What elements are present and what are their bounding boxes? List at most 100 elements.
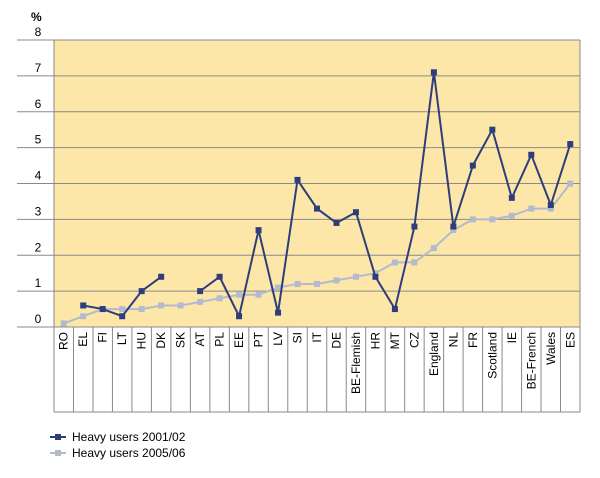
x-tick-label-nl: NL <box>446 332 460 348</box>
series-1-point-at <box>197 298 204 305</box>
x-tick-label-si: SI <box>291 332 305 343</box>
y-tick-label-3: 3 <box>35 204 42 218</box>
x-tick-label-lt: LT <box>115 331 129 345</box>
x-tick-label-scotland: Scotland <box>485 332 499 379</box>
series-0-point-it <box>314 205 320 212</box>
x-tick-label-wales: Wales <box>544 332 558 365</box>
grid-lines <box>17 39 580 328</box>
x-tick-label-mt: MT <box>388 331 402 349</box>
x-tick-label-el: EL <box>76 332 90 347</box>
series-0-point-ee <box>236 313 243 320</box>
x-tick-label-dk: DK <box>154 332 168 349</box>
x-tick-label-fi: FI <box>96 332 110 343</box>
y-tick-label-1: 1 <box>35 276 42 290</box>
series-0-point-pl <box>216 273 223 280</box>
series-1-point-ro <box>60 320 67 327</box>
x-tick-label-sk: SK <box>174 332 188 348</box>
x-tick-label-be-french: BE-French <box>524 332 538 389</box>
series-1-point-hr <box>372 270 379 277</box>
series-0-point-at <box>197 288 204 295</box>
series-1-point-ee <box>236 291 243 298</box>
series-1-point-scotland <box>489 216 496 223</box>
series-0-point-hr <box>372 273 379 280</box>
series-1 <box>60 180 574 327</box>
series-0-point-el <box>80 302 87 309</box>
x-tick-label-ee: EE <box>232 332 246 348</box>
series-0-point-nl <box>450 223 457 230</box>
x-tick-label-be-flemish: BE-Flemish <box>349 332 363 394</box>
series-1-point-dk <box>158 302 165 309</box>
series-0-point-lv <box>275 309 282 316</box>
series-0-point-be-french <box>528 151 535 158</box>
legend-label-0: Heavy users 2001/02 <box>72 430 186 444</box>
series-1-point-hu <box>138 306 145 313</box>
x-tick-label-fr: FR <box>466 332 480 348</box>
y-tick-label-0: 0 <box>35 312 42 326</box>
series-1-point-england <box>430 245 437 252</box>
x-tick-label-it: IT <box>310 331 324 342</box>
series-1-point-wales <box>547 205 554 212</box>
series-0-point-fi <box>99 306 106 313</box>
series-1-point-cz <box>411 259 418 266</box>
x-tick-label-lv: LV <box>271 332 285 346</box>
legend-label-1: Heavy users 2005/06 <box>72 446 186 460</box>
series-1-point-pl <box>216 295 223 302</box>
x-tick-label-de: DE <box>329 332 343 349</box>
series-0-point-wales <box>547 202 554 209</box>
series-1-point-el <box>80 313 87 320</box>
series-0-point-fr <box>469 162 476 169</box>
unit-label: % <box>31 10 42 24</box>
series-layer <box>60 69 574 327</box>
series-0-point-be-flemish <box>352 209 359 216</box>
series-1-point-be-flemish <box>352 273 359 280</box>
series-0-point-pt <box>255 227 262 234</box>
series-1-point-mt <box>391 259 398 266</box>
legend-marker-0 <box>55 434 61 440</box>
x-tick-label-ie: IE <box>505 332 519 343</box>
x-axis: RO EL FI LT HU DK SK AT PL EE PT LV SI IT DE BE-Flemish… <box>53 40 581 413</box>
x-tick-label-hu: HU <box>135 332 149 349</box>
y-tick-label-6: 6 <box>35 97 42 111</box>
x-tick-label-es: ES <box>563 332 577 348</box>
series-1-point-pt <box>255 291 262 298</box>
legend-marker-1 <box>55 450 61 456</box>
series-1-point-sk <box>177 302 184 309</box>
series-1-point-be-french <box>528 205 535 212</box>
y-tick-label-8: 8 <box>35 25 42 39</box>
series-0-point-lt <box>119 313 126 320</box>
y-tick-label-4: 4 <box>35 169 42 183</box>
y-axis: 0 1 2 3 4 5 6 7 8 <box>35 25 42 326</box>
series-1-point-de <box>333 277 340 284</box>
x-tick-label-pl: PL <box>213 332 227 347</box>
series-0-point-hu <box>138 288 145 295</box>
legend: Heavy users 2001/02 Heavy users 2005/06 <box>50 430 186 460</box>
series-1-point-nl <box>450 227 457 234</box>
series-0-point-si <box>294 176 301 183</box>
series-1-point-lt <box>119 306 126 313</box>
series-0-point-dk <box>158 273 165 280</box>
y-tick-label-2: 2 <box>35 240 42 254</box>
series-0 <box>80 69 574 320</box>
series-1-point-fr <box>469 216 476 223</box>
x-tick-label-england: England <box>427 332 441 376</box>
y-tick-label-7: 7 <box>35 61 42 75</box>
x-tick-label-pt: PT <box>252 331 266 347</box>
series-0-point-england <box>430 69 437 76</box>
series-1-point-si <box>294 280 301 287</box>
series-0-point-cz <box>411 223 418 230</box>
series-1-point-ie <box>508 212 515 219</box>
series-1-point-es <box>567 180 574 187</box>
x-tick-label-hr: HR <box>368 332 382 350</box>
x-tick-label-at: AT <box>193 331 207 346</box>
x-tick-label-cz: CZ <box>407 332 421 348</box>
series-0-point-de <box>333 219 340 226</box>
series-1-point-it <box>314 280 320 287</box>
series-0-line <box>199 72 572 320</box>
series-0-point-es <box>567 141 574 148</box>
series-1-point-lv <box>275 284 282 291</box>
series-0-point-ie <box>508 194 515 201</box>
y-tick-label-5: 5 <box>35 133 42 147</box>
series-0-point-scotland <box>489 126 496 133</box>
series-0-point-mt <box>391 306 398 313</box>
